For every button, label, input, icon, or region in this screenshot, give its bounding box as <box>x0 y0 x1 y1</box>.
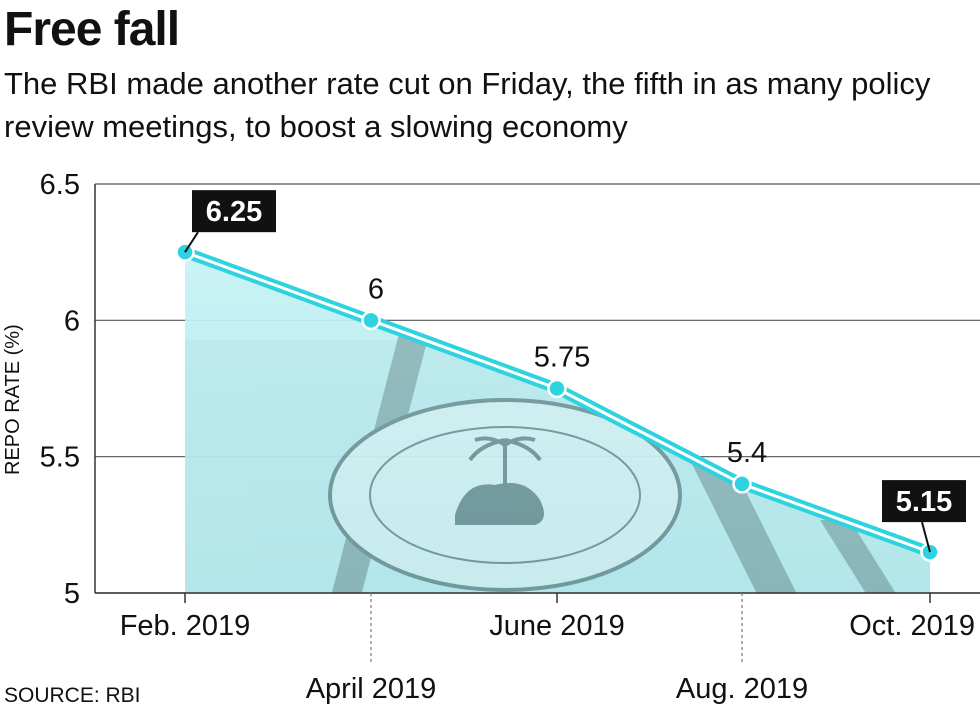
y-tick-label: 5 <box>64 578 80 610</box>
y-tick-label: 6.5 <box>40 169 80 201</box>
data-label: 5.75 <box>534 342 590 374</box>
tick-labels: 5 5.5 6 6.5 Feb. 2019 April 2019 June 2019 Aug.… <box>40 169 975 705</box>
data-label-box <box>882 480 966 523</box>
label-leader <box>921 521 931 553</box>
data-label: 6 <box>368 273 384 305</box>
data-label: 5.4 <box>727 437 767 469</box>
chart-subtitle: The RBI made another rate cut on Friday,… <box>4 66 931 144</box>
y-tick-label: 6 <box>64 305 80 337</box>
x-tick-label: Feb. 2019 <box>120 610 251 642</box>
x-tick-label: Aug. 2019 <box>676 673 808 705</box>
data-label-box <box>192 190 276 233</box>
data-label: 5.15 <box>896 486 952 518</box>
x-tick-label: Oct. 2019 <box>849 610 975 642</box>
series-repo-rate <box>175 242 940 562</box>
data-point <box>361 310 381 331</box>
data-labels: 6.25 6 5.75 5.4 5.15 <box>184 190 966 553</box>
chart-title: Free fall <box>4 3 180 56</box>
x-tick-label: April 2019 <box>306 673 437 705</box>
data-point <box>547 378 567 399</box>
y-axis-label: REPO RATE (%) <box>2 324 24 475</box>
axes <box>94 184 980 594</box>
y-tick-label: 5.5 <box>40 442 80 474</box>
x-tick-label: June 2019 <box>489 610 624 642</box>
label-leader <box>184 231 199 253</box>
source-note: SOURCE: RBI <box>4 684 141 707</box>
data-label: 6.25 <box>206 196 262 228</box>
data-point <box>732 474 752 494</box>
data-point <box>175 242 195 262</box>
